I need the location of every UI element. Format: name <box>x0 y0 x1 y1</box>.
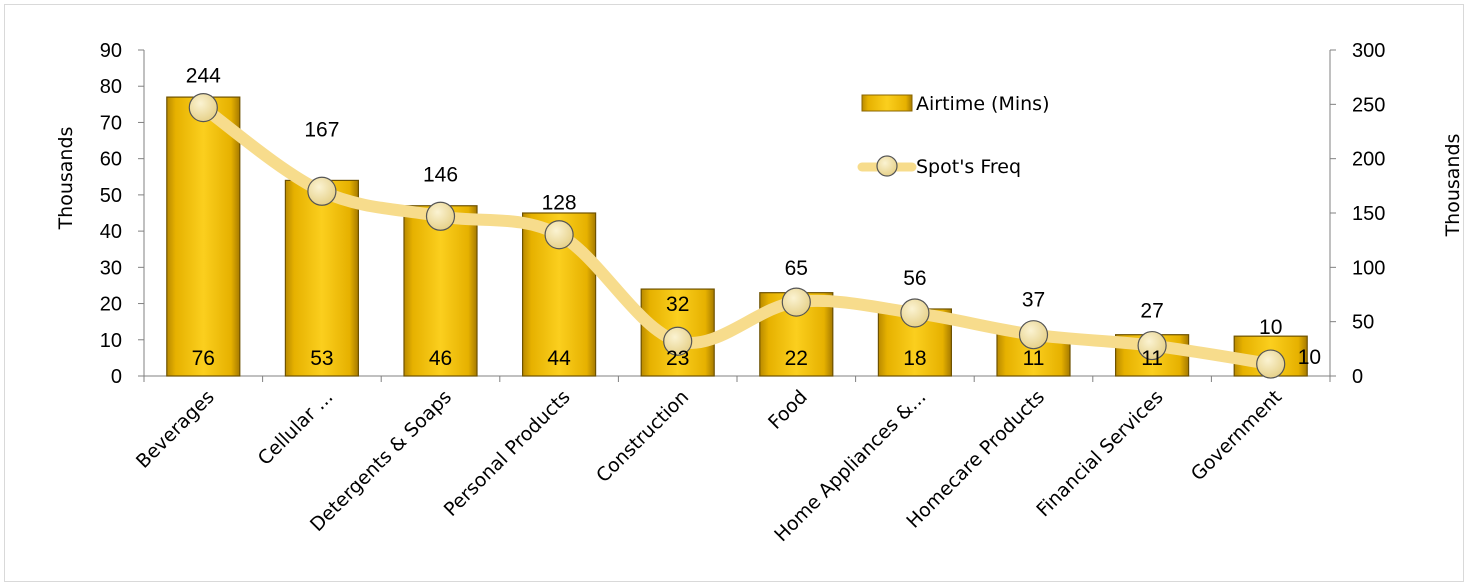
y-left-tick-label: 70 <box>100 112 122 134</box>
y-left-tick-label: 20 <box>100 294 122 316</box>
data-label-airtime: 46 <box>429 347 452 370</box>
y-right-tick-label: 250 <box>1352 94 1385 116</box>
y-left-tick-label: 40 <box>100 221 122 243</box>
y-left-tick-label: 30 <box>100 257 122 279</box>
marker-spots-freq <box>781 287 811 317</box>
data-label-spots-freq: 167 <box>304 118 339 141</box>
marker-spots-freq <box>1256 349 1286 379</box>
y-right-tick-label: 200 <box>1352 149 1385 171</box>
labels-layer: 76 53 46 44 23 22 18 11 11 10 244 167 146 128 32 65 56 37… <box>186 65 1321 370</box>
line-spots-freq <box>197 101 1277 371</box>
legend-label-spots-freq: Spot's Freq <box>916 156 1021 178</box>
data-label-spots-freq: 10 <box>1259 316 1282 339</box>
data-label-airtime: 11 <box>1141 347 1163 370</box>
marker-spots-freq <box>425 201 456 231</box>
y-right-tick-label: 50 <box>1352 312 1374 334</box>
x-category-label: Financial Services <box>1032 386 1167 521</box>
x-category-label: Government <box>1187 386 1286 485</box>
data-label-airtime: 76 <box>192 347 215 370</box>
marker-spots-freq <box>307 176 337 206</box>
data-label-spots-freq: 128 <box>542 192 577 215</box>
marker-spots-freq <box>663 326 693 356</box>
data-label-spots-freq: 146 <box>423 163 458 186</box>
y-left-tick-label: 0 <box>111 366 122 388</box>
line-layer <box>188 92 1286 379</box>
data-label-airtime: 11 <box>1023 347 1045 370</box>
data-label-airtime: 23 <box>666 347 689 370</box>
y-left-axis-title: Thousands <box>55 127 77 231</box>
data-label-airtime: 22 <box>785 347 808 370</box>
data-label-spots-freq: 37 <box>1022 289 1045 312</box>
data-label-spots-freq: 32 <box>666 293 689 316</box>
data-label-spots-freq: 27 <box>1140 300 1163 323</box>
y-right-axis-title: Thousands <box>1442 134 1464 238</box>
data-label-spots-freq: 56 <box>903 267 926 290</box>
y-left-tick-label: 60 <box>100 149 122 171</box>
bar-airtime <box>284 179 359 377</box>
marker-spots-freq <box>1018 320 1049 350</box>
data-label-airtime: 10 <box>1298 346 1321 369</box>
x-category-label: Food <box>764 386 812 434</box>
y-right-tick-label: 150 <box>1352 203 1385 225</box>
x-category-label: Construction <box>592 386 693 487</box>
x-category-label: Cellular ... <box>254 386 338 470</box>
y-left-tick-label: 90 <box>100 40 122 62</box>
data-label-spots-freq: 65 <box>785 257 808 280</box>
y-left-tick-label: 10 <box>100 330 122 352</box>
legend-bar-swatch <box>861 94 913 112</box>
marker-spots-freq <box>544 220 574 250</box>
data-label-airtime: 18 <box>903 347 926 370</box>
y-left-tick-label: 80 <box>100 76 122 98</box>
data-label-airtime: 53 <box>310 347 333 370</box>
y-right-tick-label: 100 <box>1352 257 1385 279</box>
marker-spots-freq <box>1137 330 1167 361</box>
bar-airtime <box>403 205 478 377</box>
data-label-airtime: 44 <box>547 347 571 370</box>
y-right-tick-label: 0 <box>1352 366 1363 388</box>
legend: Airtime (Mins) Spot's Freq <box>857 93 1050 178</box>
marker-spots-freq <box>188 92 218 123</box>
x-category-label: Homecare Products <box>902 386 1049 533</box>
x-category-label: Personal Products <box>440 386 575 521</box>
x-category-label: Beverages <box>132 386 219 473</box>
marker-spots-freq <box>900 298 930 328</box>
data-label-spots-freq: 244 <box>186 65 221 88</box>
legend-marker-swatch <box>876 155 898 177</box>
y-left-tick-label: 50 <box>100 185 122 207</box>
legend-label-airtime: Airtime (Mins) <box>916 93 1050 115</box>
y-right-tick-label: 300 <box>1352 40 1385 62</box>
chart-frame <box>4 4 1464 582</box>
bar-airtime <box>166 96 241 377</box>
